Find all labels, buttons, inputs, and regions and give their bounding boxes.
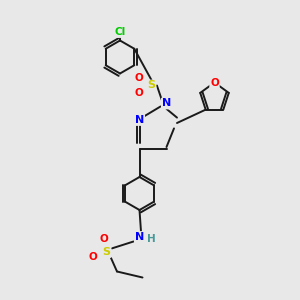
Text: N: N bbox=[135, 232, 144, 242]
Text: O: O bbox=[88, 251, 98, 262]
Text: Cl: Cl bbox=[114, 27, 126, 37]
Text: O: O bbox=[134, 73, 143, 83]
Text: O: O bbox=[99, 234, 108, 244]
Text: S: S bbox=[103, 247, 110, 257]
Text: H: H bbox=[146, 233, 155, 244]
Text: N: N bbox=[162, 98, 171, 109]
Text: O: O bbox=[210, 77, 219, 88]
Text: N: N bbox=[135, 115, 144, 125]
Text: S: S bbox=[148, 80, 155, 91]
Text: O: O bbox=[134, 88, 143, 98]
